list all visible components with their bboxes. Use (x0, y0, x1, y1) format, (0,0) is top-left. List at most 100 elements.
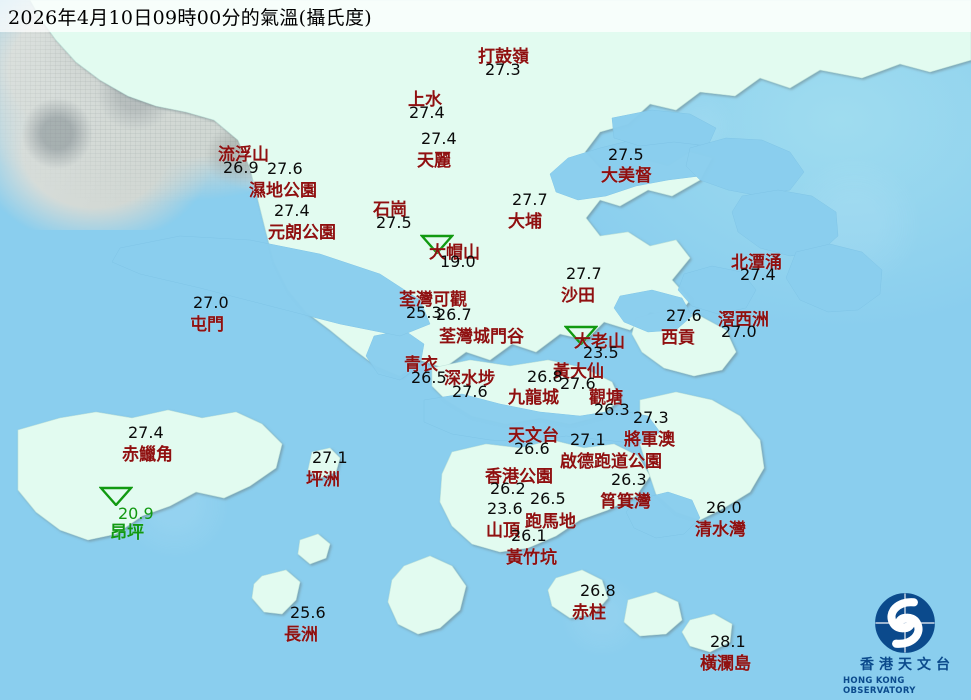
waglan-island (681, 613, 733, 653)
station-value-30: 26.3 (611, 470, 647, 489)
station-value-2: 27.4 (409, 103, 445, 122)
station-name-26: 啟德跑道公園 (560, 452, 662, 472)
station-name-17: 西貢 (661, 328, 695, 348)
station-name-38: 橫瀾島 (700, 654, 751, 674)
title-band (0, 0, 971, 32)
station-marker-triangle (99, 486, 133, 506)
hko-logo: 香港天文台 HONG KONG OBSERVATORY (843, 592, 967, 696)
station-value-9: 27.4 (274, 201, 310, 220)
station-value-12: 27.7 (566, 264, 602, 283)
station-value-27: 27.4 (128, 423, 164, 442)
station-value-14: 27.0 (193, 293, 229, 312)
station-value-28: 27.1 (312, 448, 348, 467)
stanley-headland (547, 569, 609, 619)
station-name-28: 坪洲 (306, 470, 340, 490)
station-name-31: 跑馬地 (525, 512, 576, 532)
station-name-1: 打鼓嶺 (478, 47, 529, 67)
page-title: 2026年4月10日09時00分的氣溫(攝氏度) (8, 7, 372, 29)
station-value-8: 27.5 (376, 213, 412, 232)
station-value-31: 26.5 (530, 489, 566, 508)
station-value-6: 27.6 (267, 159, 303, 178)
station-name-27: 赤鱲角 (122, 445, 173, 465)
sai-kung-peninsula (639, 391, 765, 521)
station-value-32: 23.6 (487, 499, 523, 518)
station-name-8: 石崗 (373, 200, 407, 220)
station-name-33: 清水灣 (695, 520, 746, 540)
station-name-32: 山頂 (486, 521, 520, 541)
station-name-22: 九龍城 (508, 388, 559, 408)
station-name-13: 荃灣可觀 (399, 290, 467, 310)
station-name-19: 青衣 (404, 355, 438, 375)
station-value-11: 27.4 (740, 265, 776, 284)
station-name-29: 香港公園 (485, 467, 553, 487)
logo-chinese-text: 香港天文台 (860, 657, 955, 673)
station-name-30: 筲箕灣 (600, 492, 651, 512)
station-value-36: 26.8 (580, 581, 616, 600)
long-harbour (685, 137, 805, 197)
station-value-21: 27.6 (560, 374, 596, 393)
station-name-20: 深水埗 (444, 369, 495, 389)
station-name-12: 沙田 (561, 286, 595, 306)
station-name-35: 黃竹坑 (506, 548, 557, 568)
station-name-23: 觀塘 (589, 388, 623, 408)
station-value-33: 26.0 (706, 498, 742, 517)
station-value-13: 25.3 (406, 303, 442, 322)
station-value-16: 27.0 (721, 322, 757, 341)
station-value-10: 19.0 (440, 252, 476, 271)
station-name-6: 濕地公園 (249, 181, 317, 201)
station-name-9: 元朗公園 (268, 223, 336, 243)
logo-english-text: HONG KONG OBSERVATORY (843, 676, 916, 696)
station-name-34: 昂坪 (110, 523, 144, 543)
station-name-37: 長洲 (284, 625, 318, 645)
station-value-34: 20.9 (118, 504, 154, 523)
station-name-4: 天麗 (417, 151, 451, 171)
lantau-island (17, 409, 283, 541)
tathong-channel (625, 491, 701, 539)
hei-ling-chau-island (297, 533, 331, 565)
inner-port-shelter (677, 265, 757, 315)
sai-kung-bay-east (785, 243, 883, 313)
station-name-18: 大老山 (574, 332, 625, 352)
station-name-11: 北潭涌 (731, 253, 782, 273)
station-value-37: 25.6 (290, 603, 326, 622)
station-name-2: 上水 (408, 90, 442, 110)
cheung-chau-island (251, 569, 301, 615)
station-value-19: 26.5 (411, 368, 447, 387)
station-value-3: 26.9 (223, 158, 259, 177)
station-name-14: 屯門 (190, 315, 224, 335)
urmston-road (111, 235, 431, 337)
station-value-38: 28.1 (710, 632, 746, 651)
station-name-5: 大美督 (601, 166, 652, 186)
station-name-10: 大帽山 (429, 243, 480, 263)
station-marker-triangle (564, 325, 598, 345)
station-value-22: 26.8 (527, 367, 563, 386)
lamma-island (387, 555, 467, 635)
station-value-29: 26.2 (490, 479, 526, 498)
station-name-15: 荃灣城門谷 (439, 327, 524, 347)
station-marker-triangle (420, 234, 454, 254)
typhoon-spiral-icon (875, 593, 935, 653)
station-name-7: 大埔 (508, 212, 542, 232)
station-name-25: 天文台 (508, 426, 559, 446)
station-value-35: 26.1 (511, 526, 547, 545)
station-name-16: 滘西洲 (718, 310, 769, 330)
station-value-7: 27.7 (512, 190, 548, 209)
station-name-21: 黃大仙 (553, 362, 604, 382)
station-value-25: 26.6 (514, 439, 550, 458)
station-value-24: 27.3 (633, 408, 669, 427)
station-value-26: 27.1 (570, 430, 606, 449)
station-value-5: 27.5 (608, 145, 644, 164)
plover-cove (611, 109, 717, 147)
station-value-18: 23.5 (583, 343, 619, 362)
station-name-36: 赤柱 (572, 603, 606, 623)
three-fathoms-cove (613, 289, 693, 333)
peng-chau-island (307, 447, 341, 479)
station-value-15: 26.7 (436, 305, 472, 324)
station-name-3: 流浮山 (218, 145, 269, 165)
station-value-4: 27.4 (421, 129, 457, 148)
po-toi-island (623, 591, 683, 637)
station-name-24: 將軍澳 (624, 430, 675, 450)
victoria-harbour (423, 393, 661, 445)
